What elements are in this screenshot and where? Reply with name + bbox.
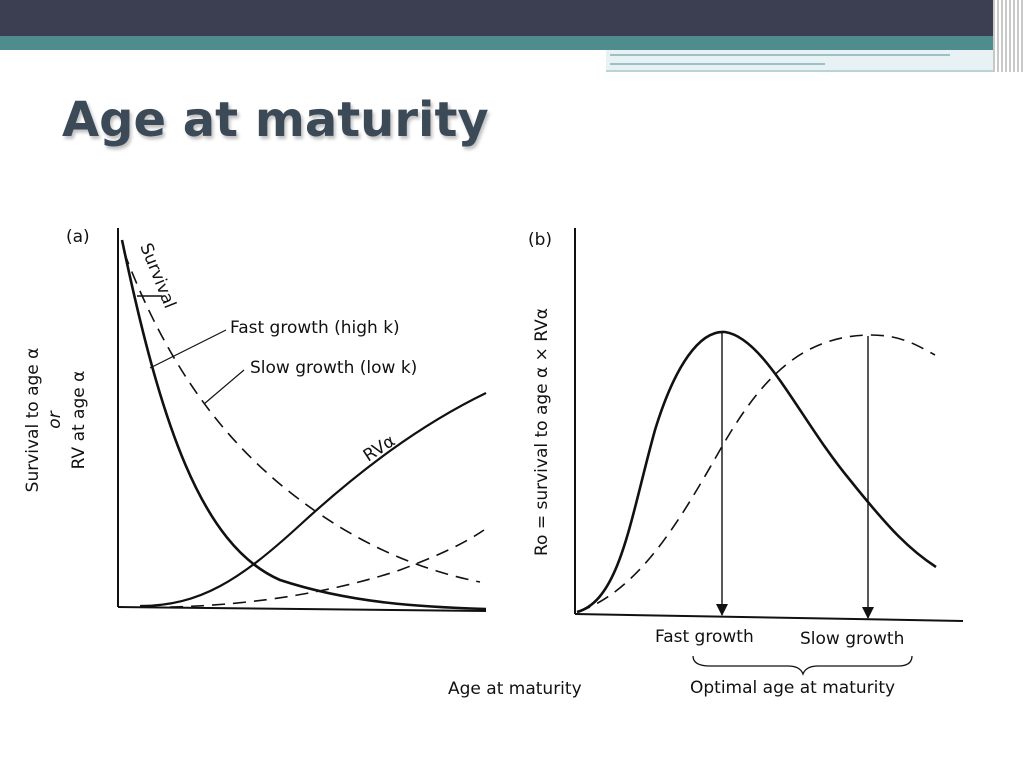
slow-growth-tick-label: Slow growth <box>800 629 904 649</box>
panel-a-x-axis <box>117 606 487 612</box>
panel-b: (b) Ro = survival to age α × RVα Fast gr… <box>528 228 964 698</box>
right-decor-stripes <box>993 0 1024 72</box>
panel-a-y-label-2: or <box>45 410 65 428</box>
panel-b-x-axis <box>574 613 964 622</box>
top-decor-band <box>0 0 1024 36</box>
slow-growth-leader <box>203 369 245 405</box>
rv-label: RVα <box>360 431 399 466</box>
slide-title: Age at maturity <box>62 92 489 148</box>
slow-growth-label: Slow growth (low k) <box>250 358 417 378</box>
panel-a-y-label-1: Survival to age α <box>23 348 43 493</box>
survival-label: Survival <box>135 240 179 311</box>
panel-a: (a) Survival to age α or RV at age α Sur… <box>23 227 582 699</box>
optimal-age-label: Optimal age at maturity <box>690 678 895 698</box>
slow-survival-curve <box>123 251 481 583</box>
fast-growth-label: Fast growth (high k) <box>230 318 400 338</box>
right-decor-line <box>610 63 825 65</box>
fast-rv-curve <box>139 392 487 608</box>
right-decor-line <box>610 54 950 56</box>
panel-b-label: (b) <box>528 230 552 250</box>
fast-survival-curve <box>120 239 487 611</box>
fast-growth-tick-label: Fast growth <box>655 627 754 647</box>
fast-ro-curve <box>576 330 937 614</box>
slow-rv-curve <box>169 529 485 608</box>
fast-growth-leader <box>149 329 227 369</box>
panel-b-y-label: Ro = survival to age α × RVα <box>532 308 552 556</box>
panel-a-y-label-3: RV at age α <box>69 371 89 470</box>
teal-decor-band <box>0 36 1000 50</box>
panel-a-x-label: Age at maturity <box>448 679 582 699</box>
optimal-brace <box>692 655 913 676</box>
panel-a-label: (a) <box>66 227 90 247</box>
slow-ro-curve <box>577 334 936 613</box>
